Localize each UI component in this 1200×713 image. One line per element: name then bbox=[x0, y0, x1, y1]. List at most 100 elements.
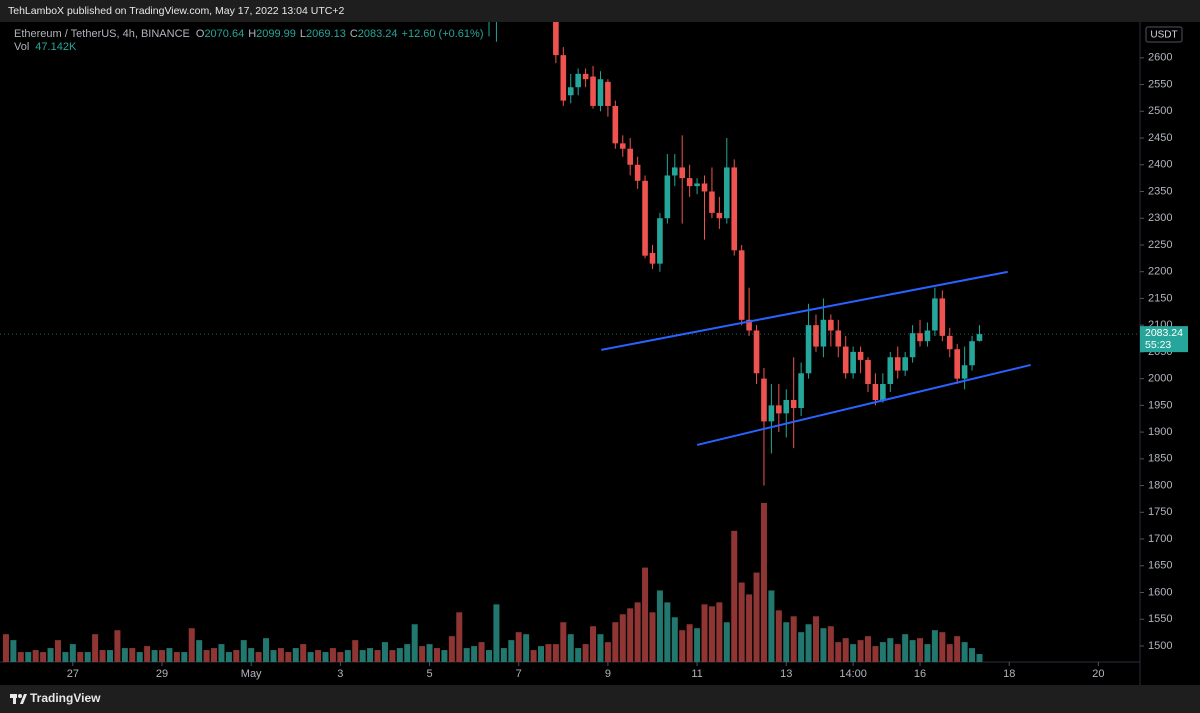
volume-bar bbox=[307, 652, 314, 662]
volume-bar bbox=[255, 652, 262, 662]
volume-bar bbox=[129, 648, 136, 662]
candle-body bbox=[798, 373, 804, 409]
volume-bar bbox=[121, 648, 128, 662]
currency: USDT bbox=[1150, 30, 1177, 41]
candle-body bbox=[954, 349, 960, 379]
volume-bar bbox=[671, 617, 678, 662]
volume-bar bbox=[619, 614, 626, 662]
candle-body bbox=[783, 400, 790, 414]
volume-bar bbox=[790, 616, 797, 662]
volume-bar bbox=[783, 622, 790, 662]
candle-body bbox=[946, 335, 953, 350]
candle-body bbox=[857, 351, 864, 360]
candle-body bbox=[865, 359, 871, 384]
volume-bar bbox=[411, 624, 418, 662]
volume-bar bbox=[931, 630, 938, 662]
volume-bar bbox=[173, 652, 180, 662]
volume-bar bbox=[188, 628, 195, 662]
volume-bar bbox=[17, 652, 24, 662]
volume-name: Vol bbox=[14, 41, 29, 53]
price-tag-value: 2083.24 bbox=[1145, 327, 1183, 339]
candle-body bbox=[642, 180, 648, 256]
volume-bar bbox=[40, 652, 47, 662]
y-tick-label: 1950 bbox=[1148, 399, 1172, 411]
currency-box bbox=[1145, 26, 1183, 43]
candle-body bbox=[880, 383, 886, 401]
x-tick-label: 13 bbox=[780, 668, 792, 680]
candle-body bbox=[813, 325, 819, 347]
y-tick-label: 2200 bbox=[1148, 266, 1172, 278]
volume-bar bbox=[753, 572, 760, 662]
volume-bar bbox=[731, 530, 738, 662]
volume-bar bbox=[946, 644, 953, 662]
x-tick-label: 18 bbox=[1003, 668, 1015, 680]
volume-bar bbox=[604, 642, 611, 662]
x-tick-label: 7 bbox=[516, 668, 522, 680]
volume-bar bbox=[939, 632, 946, 662]
candle-body bbox=[932, 298, 938, 331]
volume-bar bbox=[389, 650, 396, 662]
volume-bar bbox=[716, 602, 723, 662]
candle-body bbox=[969, 341, 975, 366]
volume-bar bbox=[701, 604, 708, 662]
y-tick-label: 1650 bbox=[1148, 560, 1172, 572]
volume-bar bbox=[746, 594, 753, 662]
volume-bar bbox=[515, 632, 522, 662]
volume-bar bbox=[248, 648, 255, 662]
volume-bar bbox=[62, 652, 69, 662]
x-tick-label: 14:00 bbox=[839, 668, 867, 680]
volume-bar bbox=[69, 644, 76, 662]
ohlc-value: 2083.24 bbox=[358, 28, 398, 40]
ohlc-value: 2099.99 bbox=[256, 28, 296, 40]
volume-bar bbox=[686, 624, 693, 662]
y-tick-label: 2350 bbox=[1148, 185, 1172, 197]
x-tick-label: 27 bbox=[67, 668, 79, 680]
candle-body bbox=[701, 183, 708, 192]
volume-bar bbox=[225, 652, 232, 662]
ohlc-label: H bbox=[248, 28, 256, 40]
ohlc-label: O bbox=[196, 28, 205, 40]
volume-bar bbox=[582, 644, 589, 662]
volume-bar bbox=[322, 652, 329, 662]
volume-bar bbox=[419, 646, 426, 662]
candle-body bbox=[731, 167, 738, 251]
volume-bar bbox=[277, 648, 284, 662]
y-tick-label: 2550 bbox=[1148, 78, 1172, 90]
price-tag-countdown: 55:23 bbox=[1145, 339, 1171, 351]
candle-body bbox=[887, 357, 894, 384]
y-tick-label: 1700 bbox=[1148, 533, 1172, 545]
volume-bar bbox=[723, 622, 730, 662]
y-tick-label: 1500 bbox=[1148, 640, 1172, 652]
volume-bar bbox=[523, 634, 530, 662]
volume-bar bbox=[530, 650, 537, 662]
candle-body bbox=[939, 298, 946, 336]
volume-bar bbox=[642, 567, 649, 662]
volume-bar bbox=[545, 644, 552, 662]
volume-bar bbox=[805, 624, 812, 662]
ohlc-value: 2070.64 bbox=[204, 28, 244, 40]
x-tick-label: 9 bbox=[605, 668, 611, 680]
volume-bar bbox=[694, 628, 701, 662]
candle-body bbox=[582, 73, 589, 80]
volume-bar bbox=[634, 602, 641, 662]
volume-bar bbox=[218, 644, 225, 662]
volume-bar bbox=[478, 642, 485, 662]
candle-body bbox=[605, 81, 611, 106]
y-tick-label: 1750 bbox=[1148, 506, 1172, 518]
volume-bar bbox=[775, 610, 782, 662]
candle-body bbox=[553, 22, 559, 56]
volume-bar bbox=[166, 648, 173, 662]
volume-bar bbox=[240, 640, 247, 662]
volume-bar bbox=[203, 650, 210, 662]
volume-bar bbox=[560, 622, 567, 662]
candle-body bbox=[664, 175, 671, 219]
volume-bar bbox=[441, 650, 448, 662]
brand: TradingView bbox=[30, 691, 101, 705]
candle-body bbox=[872, 383, 879, 401]
y-tick-label: 2500 bbox=[1148, 105, 1172, 117]
candle-body bbox=[902, 357, 908, 371]
volume-bar bbox=[471, 646, 478, 662]
y-tick-label: 1850 bbox=[1148, 453, 1172, 465]
